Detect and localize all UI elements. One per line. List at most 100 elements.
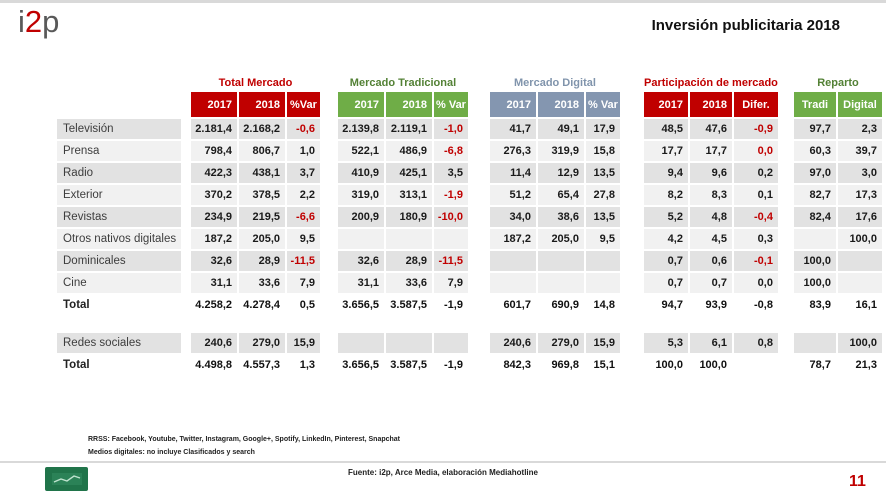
column-header-mercado-digital-2017: 2017	[489, 92, 536, 117]
corner-cell	[57, 92, 181, 117]
column-spacer	[469, 251, 488, 271]
value-cell: 410,9	[338, 163, 384, 183]
value-cell: 2,3	[837, 119, 882, 139]
column-spacer	[621, 141, 642, 161]
column-header-row: 2017 2018 %Var 2017 2018% Var 2017 2018% Var 20…	[57, 92, 882, 117]
footnotes: RRSS: Facebook, Youtube, Twitter, Instag…	[88, 433, 400, 459]
table-row: Cine 31,1 33,6 7,9 31,1 33,6 7,9 0,7 0,7 0,0 100,0	[57, 273, 882, 293]
value-cell: 100,0	[793, 273, 836, 293]
column-spacer	[779, 141, 792, 161]
total-row: Total 4.258,2 4.278,4 0,5 3.656,5 3.587,5 -1,9…	[57, 295, 882, 315]
row-label: Revistas	[57, 207, 181, 227]
value-cell: 0,7	[643, 273, 688, 293]
value-cell: 82,4	[793, 207, 836, 227]
value-cell: 4,2	[643, 229, 688, 249]
value-cell: 51,2	[489, 185, 536, 205]
value-cell: 7,9	[287, 273, 320, 293]
value-cell: 82,7	[793, 185, 836, 205]
column-spacer	[183, 185, 189, 205]
value-cell: -10,0	[434, 207, 468, 227]
value-cell	[793, 229, 836, 249]
value-cell: 33,6	[239, 273, 285, 293]
table-row: Radio 422,3 438,1 3,7 410,9 425,1 3,5 11,4 12,9 1…	[57, 163, 882, 183]
group-header-total-mercado: Total Mercado	[218, 77, 293, 89]
value-cell: 806,7	[239, 141, 285, 161]
column-spacer	[183, 229, 189, 249]
value-cell: -0,8	[733, 295, 778, 315]
value-cell: 319,9	[537, 141, 584, 161]
value-cell: 234,9	[191, 207, 237, 227]
column-spacer	[322, 119, 336, 139]
row-label: Total	[57, 295, 181, 315]
value-cell: 200,9	[338, 207, 384, 227]
value-cell: 205,0	[239, 229, 285, 249]
column-spacer	[322, 229, 336, 249]
value-cell: 3,0	[837, 163, 882, 183]
value-cell	[386, 333, 432, 353]
group-header-mercado-digital: Mercado Digital	[514, 77, 596, 89]
column-spacer	[621, 185, 642, 205]
corner-cell	[57, 74, 181, 90]
value-cell: 0,3	[733, 229, 778, 249]
value-cell: 4.498,8	[191, 355, 237, 375]
value-cell: 97,7	[793, 119, 836, 139]
value-cell: -6,6	[287, 207, 320, 227]
value-cell: 49,1	[537, 119, 584, 139]
value-cell	[434, 229, 468, 249]
row-label: Radio	[57, 163, 181, 183]
value-cell: 422,3	[191, 163, 237, 183]
page-title: Inversión publicitaria 2018	[651, 17, 840, 34]
value-cell: 47,6	[689, 119, 732, 139]
value-cell: 0,2	[733, 163, 778, 183]
column-spacer	[183, 92, 189, 117]
value-cell: -11,5	[434, 251, 468, 271]
value-cell: 2.139,8	[338, 119, 384, 139]
value-cell: 4,8	[689, 207, 732, 227]
column-header-participacion-de-mercado-difer: Difer.	[733, 92, 778, 117]
table-row: Redes sociales 240,6 279,0 15,9 240,6 279,0 15…	[57, 333, 882, 353]
value-cell: 0,8	[733, 333, 778, 353]
footer-divider	[0, 461, 886, 463]
value-cell	[537, 251, 584, 271]
value-cell: 15,8	[585, 141, 620, 161]
column-spacer	[779, 333, 792, 353]
column-header-participacion-de-mercado-2017: 2017	[643, 92, 688, 117]
row-label: Dominicales	[57, 251, 181, 271]
embedded-chart-object-icon[interactable]	[45, 467, 88, 491]
value-cell: 425,1	[386, 163, 432, 183]
column-spacer	[469, 273, 488, 293]
column-spacer	[183, 163, 189, 183]
column-header-mercado-digital-var: % Var	[585, 92, 620, 117]
column-spacer	[183, 119, 189, 139]
value-cell: 14,8	[585, 295, 620, 315]
column-header-mercado-tradicional-var: % Var	[434, 92, 468, 117]
column-spacer	[183, 141, 189, 161]
value-cell: 9,5	[585, 229, 620, 249]
column-spacer	[469, 163, 488, 183]
value-cell: 78,7	[793, 355, 836, 375]
value-cell: 370,2	[191, 185, 237, 205]
value-cell: 6,1	[689, 333, 732, 353]
value-cell	[585, 273, 620, 293]
value-cell: 3,7	[287, 163, 320, 183]
value-cell: 15,1	[585, 355, 620, 375]
column-spacer	[183, 74, 189, 90]
value-cell: 100,0	[837, 333, 882, 353]
investment-table: Total Mercado Mercado Tradicional Mercado …	[55, 72, 884, 377]
value-cell: 3.656,5	[338, 355, 384, 375]
value-cell: 4.278,4	[239, 295, 285, 315]
value-cell	[489, 273, 536, 293]
value-cell: 378,5	[239, 185, 285, 205]
value-cell: 3.656,5	[338, 295, 384, 315]
value-cell: 2.119,1	[386, 119, 432, 139]
value-cell: 17,7	[689, 141, 732, 161]
value-cell: 2,2	[287, 185, 320, 205]
value-cell	[733, 355, 778, 375]
value-cell: 690,9	[537, 295, 584, 315]
value-cell: 313,1	[386, 185, 432, 205]
column-spacer	[779, 251, 792, 271]
value-cell: 240,6	[191, 333, 237, 353]
column-spacer	[621, 92, 642, 117]
column-spacer	[621, 229, 642, 249]
value-cell	[537, 273, 584, 293]
